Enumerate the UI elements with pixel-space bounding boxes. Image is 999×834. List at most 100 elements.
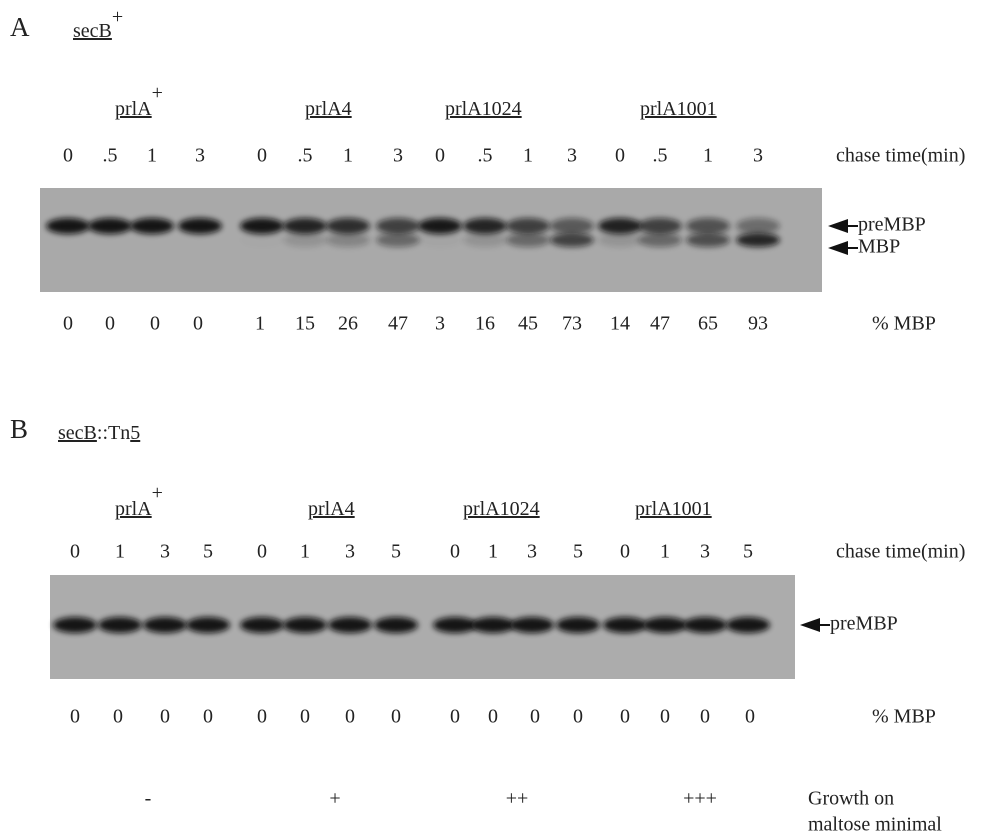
premature-band <box>471 617 515 633</box>
panel-label: A <box>10 12 30 42</box>
growth-label: Growth on <box>808 788 894 810</box>
percent-mbp: 0 <box>745 706 755 728</box>
premature-band <box>643 617 687 633</box>
percent-mbp: 0 <box>70 706 80 728</box>
chase-time: 5 <box>391 541 401 563</box>
strain-name: prlA <box>115 98 152 120</box>
growth-value: ++ <box>506 788 529 810</box>
mature-band <box>506 233 550 247</box>
premature-band <box>178 218 222 234</box>
mature-band <box>283 233 327 247</box>
premature-band <box>433 617 477 633</box>
mature-band <box>550 233 594 247</box>
chase-time: 1 <box>660 541 670 563</box>
strain-name: prlA4 <box>308 498 355 520</box>
percent-mbp: 26 <box>338 313 358 335</box>
chase-time: 5 <box>573 541 583 563</box>
percent-mbp: 0 <box>193 313 203 335</box>
chase-time: 0 <box>63 145 73 167</box>
band-label: preMBP <box>858 214 926 236</box>
mature-band <box>376 233 420 247</box>
mature-band <box>418 233 462 247</box>
premature-band <box>418 218 462 234</box>
percent-mbp: 0 <box>391 706 401 728</box>
chase-time: 5 <box>743 541 753 563</box>
strain-sup: + <box>152 482 163 504</box>
mature-band <box>463 233 507 247</box>
percent-mbp: 15 <box>295 313 315 335</box>
percent-mbp: 47 <box>650 313 670 335</box>
strain-name: prlA1024 <box>463 498 540 520</box>
premature-band <box>550 218 594 234</box>
percent-mbp: 0 <box>620 706 630 728</box>
percent-mbp: 0 <box>345 706 355 728</box>
strain-label: prlA+ <box>115 82 163 120</box>
title-part: ::Tn <box>97 422 130 444</box>
growth-value: + <box>329 788 340 810</box>
band-label: MBP <box>858 236 900 258</box>
chase-time: 3 <box>527 541 537 563</box>
arrow-head <box>828 241 848 255</box>
chase-time: 3 <box>160 541 170 563</box>
chase-time: 3 <box>700 541 710 563</box>
chase-time: 1 <box>147 145 157 167</box>
strain-sup: + <box>152 82 163 104</box>
mature-band <box>686 233 730 247</box>
chase-label: chase time(min) <box>836 145 965 167</box>
percent-label: % MBP <box>872 706 936 728</box>
strain-name: prlA1001 <box>635 498 712 520</box>
panel-title: secB+ <box>73 6 123 42</box>
title-part: secB <box>58 422 97 444</box>
percent-mbp: 0 <box>573 706 583 728</box>
strain-label: prlA1024 <box>445 98 522 120</box>
title-sup: + <box>112 6 123 28</box>
percent-mbp: 0 <box>150 313 160 335</box>
growth-value: +++ <box>683 788 717 810</box>
chase-time: .5 <box>653 145 668 167</box>
premature-band <box>598 218 642 234</box>
percent-mbp: 73 <box>562 313 582 335</box>
chase-time: 0 <box>257 145 267 167</box>
chase-time: 0 <box>257 541 267 563</box>
chase-time: 0 <box>435 145 445 167</box>
strain-label: prlA1001 <box>640 98 717 120</box>
chase-time: 1 <box>343 145 353 167</box>
premature-band <box>506 218 550 234</box>
figure: AsecB+prlA+prlA4prlA1024prlA10010.5130.5… <box>0 0 999 834</box>
percent-mbp: 0 <box>257 706 267 728</box>
percent-mbp: 0 <box>660 706 670 728</box>
premature-band <box>53 617 97 633</box>
premature-band <box>240 218 284 234</box>
premature-band <box>328 617 372 633</box>
percent-mbp: 47 <box>388 313 408 335</box>
chase-time: 3 <box>393 145 403 167</box>
premature-band <box>683 617 727 633</box>
chase-time: 1 <box>115 541 125 563</box>
premature-band <box>130 218 174 234</box>
strain-name: prlA1001 <box>640 98 717 120</box>
strain-name: prlA1024 <box>445 98 522 120</box>
strain-label: prlA1024 <box>463 498 540 520</box>
premature-band <box>638 218 682 234</box>
percent-mbp: 93 <box>748 313 768 335</box>
percent-mbp: 65 <box>698 313 718 335</box>
percent-mbp: 0 <box>488 706 498 728</box>
percent-mbp: 1 <box>255 313 265 335</box>
premature-band <box>686 218 730 234</box>
chase-time: 0 <box>615 145 625 167</box>
chase-time: 3 <box>567 145 577 167</box>
percent-mbp: 14 <box>610 313 630 335</box>
premature-band <box>283 218 327 234</box>
mature-band <box>598 233 642 247</box>
mature-band <box>638 233 682 247</box>
chase-time: .5 <box>478 145 493 167</box>
premature-band <box>374 617 418 633</box>
percent-mbp: 0 <box>700 706 710 728</box>
percent-mbp: 3 <box>435 313 445 335</box>
premature-band <box>46 218 90 234</box>
title-part: secB <box>73 20 112 42</box>
title-part: 5 <box>130 422 140 444</box>
percent-mbp: 0 <box>160 706 170 728</box>
growth-label: maltose minimal <box>808 814 942 834</box>
chase-time: 1 <box>703 145 713 167</box>
